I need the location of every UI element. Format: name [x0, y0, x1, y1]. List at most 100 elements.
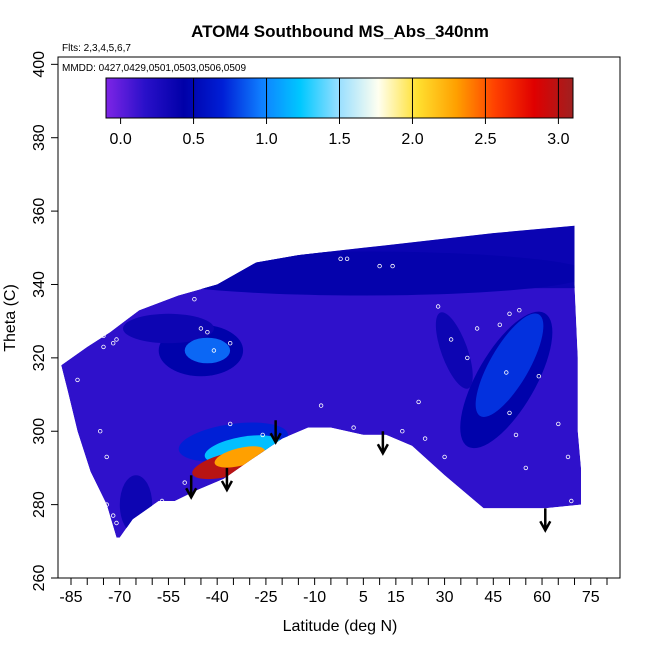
colorbar-tick-label: 2.5	[474, 131, 496, 148]
x-axis: -85 -70 -55 -40 -25 -10 5 15 30 45 60 75	[59, 578, 608, 606]
sample-point	[104, 502, 109, 507]
sample-point	[351, 425, 356, 430]
y-tick-label: 380	[31, 124, 48, 151]
flights-note: Flts: 2,3,4,5,6,7	[62, 43, 131, 54]
sample-point	[318, 403, 324, 408]
sample-point	[104, 454, 109, 460]
sample-point	[344, 256, 350, 261]
sample-point	[448, 337, 454, 342]
sample-point	[211, 348, 217, 353]
colorbar-tick-label: 1.0	[255, 131, 277, 148]
down-arrow-icon	[220, 467, 234, 493]
sample-point	[536, 374, 541, 379]
sample-point	[377, 263, 382, 269]
colorbar: 0.0 0.5 1.0 1.5 2.0 2.5 3.0	[105, 77, 574, 148]
y-tick-label: 280	[31, 491, 48, 518]
sample-point	[507, 410, 512, 416]
x-axis-label: Latitude (deg N)	[283, 618, 398, 635]
y-tick-label: 400	[31, 51, 48, 78]
sample-point	[497, 322, 502, 327]
colorbar-tick-label: 3.0	[547, 131, 569, 148]
x-tick-label: 60	[533, 589, 551, 606]
sample-point	[400, 429, 405, 434]
y-tick-label: 360	[31, 198, 48, 225]
field-feature	[184, 337, 231, 364]
sample-points	[75, 256, 574, 526]
sample-point	[182, 480, 187, 485]
y-tick-label: 260	[31, 565, 48, 592]
sample-point	[110, 513, 116, 518]
down-arrow-icon	[269, 420, 282, 445]
plot-frame	[57, 56, 621, 579]
sample-point	[114, 337, 119, 342]
x-tick-label: -25	[254, 589, 277, 606]
sample-point	[465, 355, 470, 361]
sample-point	[504, 370, 509, 375]
x-tick-label: -55	[157, 589, 180, 606]
sample-point	[435, 304, 441, 309]
sample-point	[513, 432, 519, 438]
y-tick-label: 340	[31, 271, 48, 298]
down-arrow-icon	[539, 508, 552, 533]
x-tick-label: 30	[436, 589, 454, 606]
y-axis-label: Theta (C)	[2, 284, 19, 352]
field-feature	[119, 475, 153, 534]
colorbar-tick-label: 0.5	[182, 131, 204, 148]
sample-point	[569, 498, 574, 504]
field-feature	[214, 446, 266, 468]
field-feature	[475, 313, 544, 417]
sample-point	[75, 377, 80, 383]
dates-note: MMDD: 0427,0429,0501,0503,0506,0509	[62, 63, 246, 74]
sample-point	[201, 491, 207, 496]
x-tick-label: 15	[387, 589, 405, 606]
x-tick-label: -70	[108, 589, 131, 606]
sample-point	[517, 308, 522, 313]
y-axis: 260 280 300 320 340 360 380 400	[31, 51, 58, 591]
sample-point	[338, 256, 343, 261]
sample-point	[442, 454, 447, 460]
sample-point	[110, 341, 116, 346]
sample-point	[260, 432, 265, 438]
colorbar-tick-label: 1.5	[328, 131, 350, 148]
y-tick-label: 320	[31, 344, 48, 371]
sample-point	[565, 454, 571, 460]
sample-point	[507, 311, 512, 316]
chart-title: ATOM4 Southbound MS_Abs_340nm	[191, 22, 489, 41]
x-tick-label: -10	[303, 589, 326, 606]
sample-point	[556, 421, 561, 427]
sample-point	[523, 465, 528, 471]
sample-point	[205, 330, 210, 335]
sample-point	[198, 326, 204, 331]
field-feature	[123, 313, 214, 344]
field-clipped	[61, 225, 581, 538]
sample-point	[101, 333, 106, 338]
sample-point	[422, 436, 428, 441]
x-tick-label: -85	[59, 589, 82, 606]
sample-point	[416, 399, 421, 405]
x-tick-label: -40	[206, 589, 229, 606]
sample-point	[97, 429, 103, 434]
x-tick-label: 45	[484, 589, 502, 606]
sample-point	[159, 498, 165, 504]
x-tick-label: 5	[359, 589, 368, 606]
sample-point	[114, 520, 119, 526]
sample-point	[227, 421, 233, 427]
sample-point	[227, 341, 233, 346]
field-feature	[136, 251, 581, 296]
sample-point	[474, 326, 480, 331]
heatmap-field	[61, 225, 581, 538]
colorbar-tick-label: 2.0	[401, 131, 423, 148]
sample-point	[192, 297, 197, 302]
field-background	[61, 225, 581, 538]
y-tick-label: 300	[31, 418, 48, 445]
down-arrow-icon	[185, 475, 198, 500]
field-feature	[435, 312, 473, 389]
down-arrow-icon	[376, 431, 389, 456]
sample-point	[101, 344, 106, 350]
flight-arrows	[185, 420, 552, 533]
x-tick-label: 75	[582, 589, 600, 606]
sample-point	[390, 263, 395, 269]
colorbar-tick-label: 0.0	[109, 131, 131, 148]
